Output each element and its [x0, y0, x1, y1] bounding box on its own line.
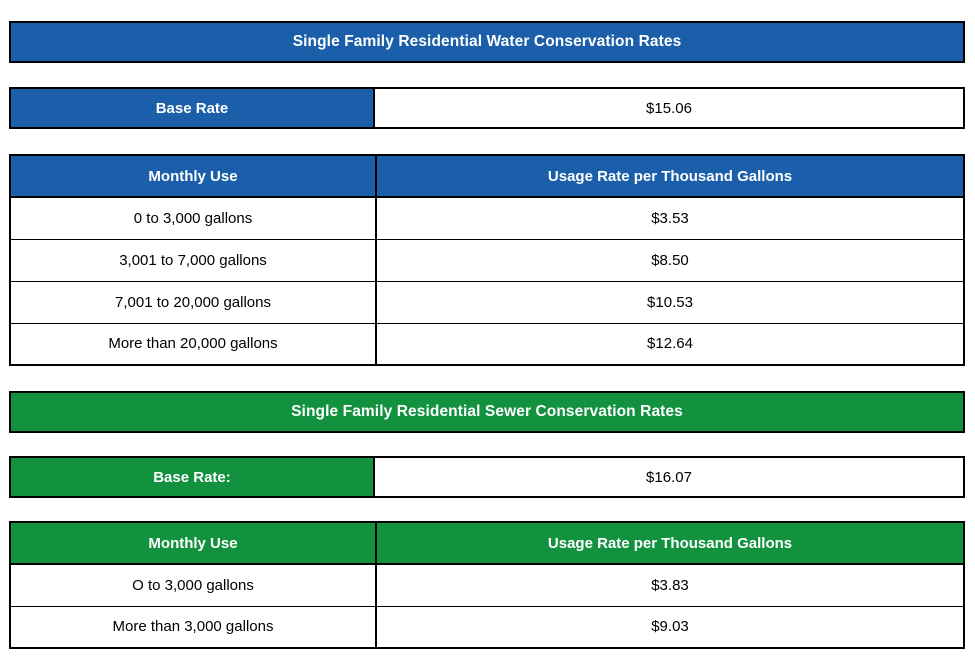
- water-usage-tier: 0 to 3,000 gallons: [9, 196, 377, 240]
- sewer-usage-header-rate: Usage Rate per Thousand Gallons: [375, 521, 965, 565]
- water-usage-rate: $3.53: [375, 196, 965, 240]
- water-usage-header-rate: Usage Rate per Thousand Gallons: [375, 154, 965, 198]
- water-usage-tier: 7,001 to 20,000 gallons: [9, 280, 377, 324]
- water-rates-title: Single Family Residential Water Conserva…: [292, 33, 682, 50]
- table-row: 3,001 to 7,000 gallons $8.50: [9, 238, 965, 282]
- sewer-rates-title: Single Family Residential Sewer Conserva…: [291, 403, 683, 420]
- sewer-usage-tier: O to 3,000 gallons: [9, 563, 377, 607]
- water-base-rate-value: $15.06: [646, 99, 692, 117]
- water-rates-title-bar: Single Family Residential Water Conserva…: [9, 21, 965, 63]
- water-usage-tier: 3,001 to 7,000 gallons: [9, 238, 377, 282]
- water-usage-table: Monthly Use Usage Rate per Thousand Gall…: [9, 154, 965, 366]
- sewer-rates-title-bar: Single Family Residential Sewer Conserva…: [9, 391, 965, 433]
- water-usage-header-monthly-use: Monthly Use: [9, 154, 377, 198]
- water-usage-rate: $10.53: [375, 280, 965, 324]
- water-usage-rate: $12.64: [375, 322, 965, 366]
- water-usage-tier: More than 20,000 gallons: [9, 322, 377, 366]
- sewer-usage-rate: $9.03: [375, 605, 965, 649]
- sewer-usage-table: Monthly Use Usage Rate per Thousand Gall…: [9, 521, 965, 649]
- water-usage-rate: $8.50: [375, 238, 965, 282]
- water-usage-header-row: Monthly Use Usage Rate per Thousand Gall…: [9, 154, 965, 198]
- table-row: 7,001 to 20,000 gallons $10.53: [9, 280, 965, 324]
- water-base-rate-label: Base Rate: [11, 89, 375, 127]
- table-row: 0 to 3,000 gallons $3.53: [9, 196, 965, 240]
- table-row: O to 3,000 gallons $3.83: [9, 563, 965, 607]
- sewer-base-rate-row: Base Rate: $16.07: [9, 456, 965, 498]
- table-row: More than 3,000 gallons $9.03: [9, 605, 965, 649]
- sewer-usage-tier: More than 3,000 gallons: [9, 605, 377, 649]
- table-row: More than 20,000 gallons $12.64: [9, 322, 965, 366]
- sewer-base-rate-label: Base Rate:: [11, 458, 375, 496]
- sewer-base-rate-value: $16.07: [646, 468, 692, 486]
- water-base-rate-row: Base Rate $15.06: [9, 87, 965, 129]
- sewer-usage-header-row: Monthly Use Usage Rate per Thousand Gall…: [9, 521, 965, 565]
- sewer-usage-rate: $3.83: [375, 563, 965, 607]
- sewer-usage-header-monthly-use: Monthly Use: [9, 521, 377, 565]
